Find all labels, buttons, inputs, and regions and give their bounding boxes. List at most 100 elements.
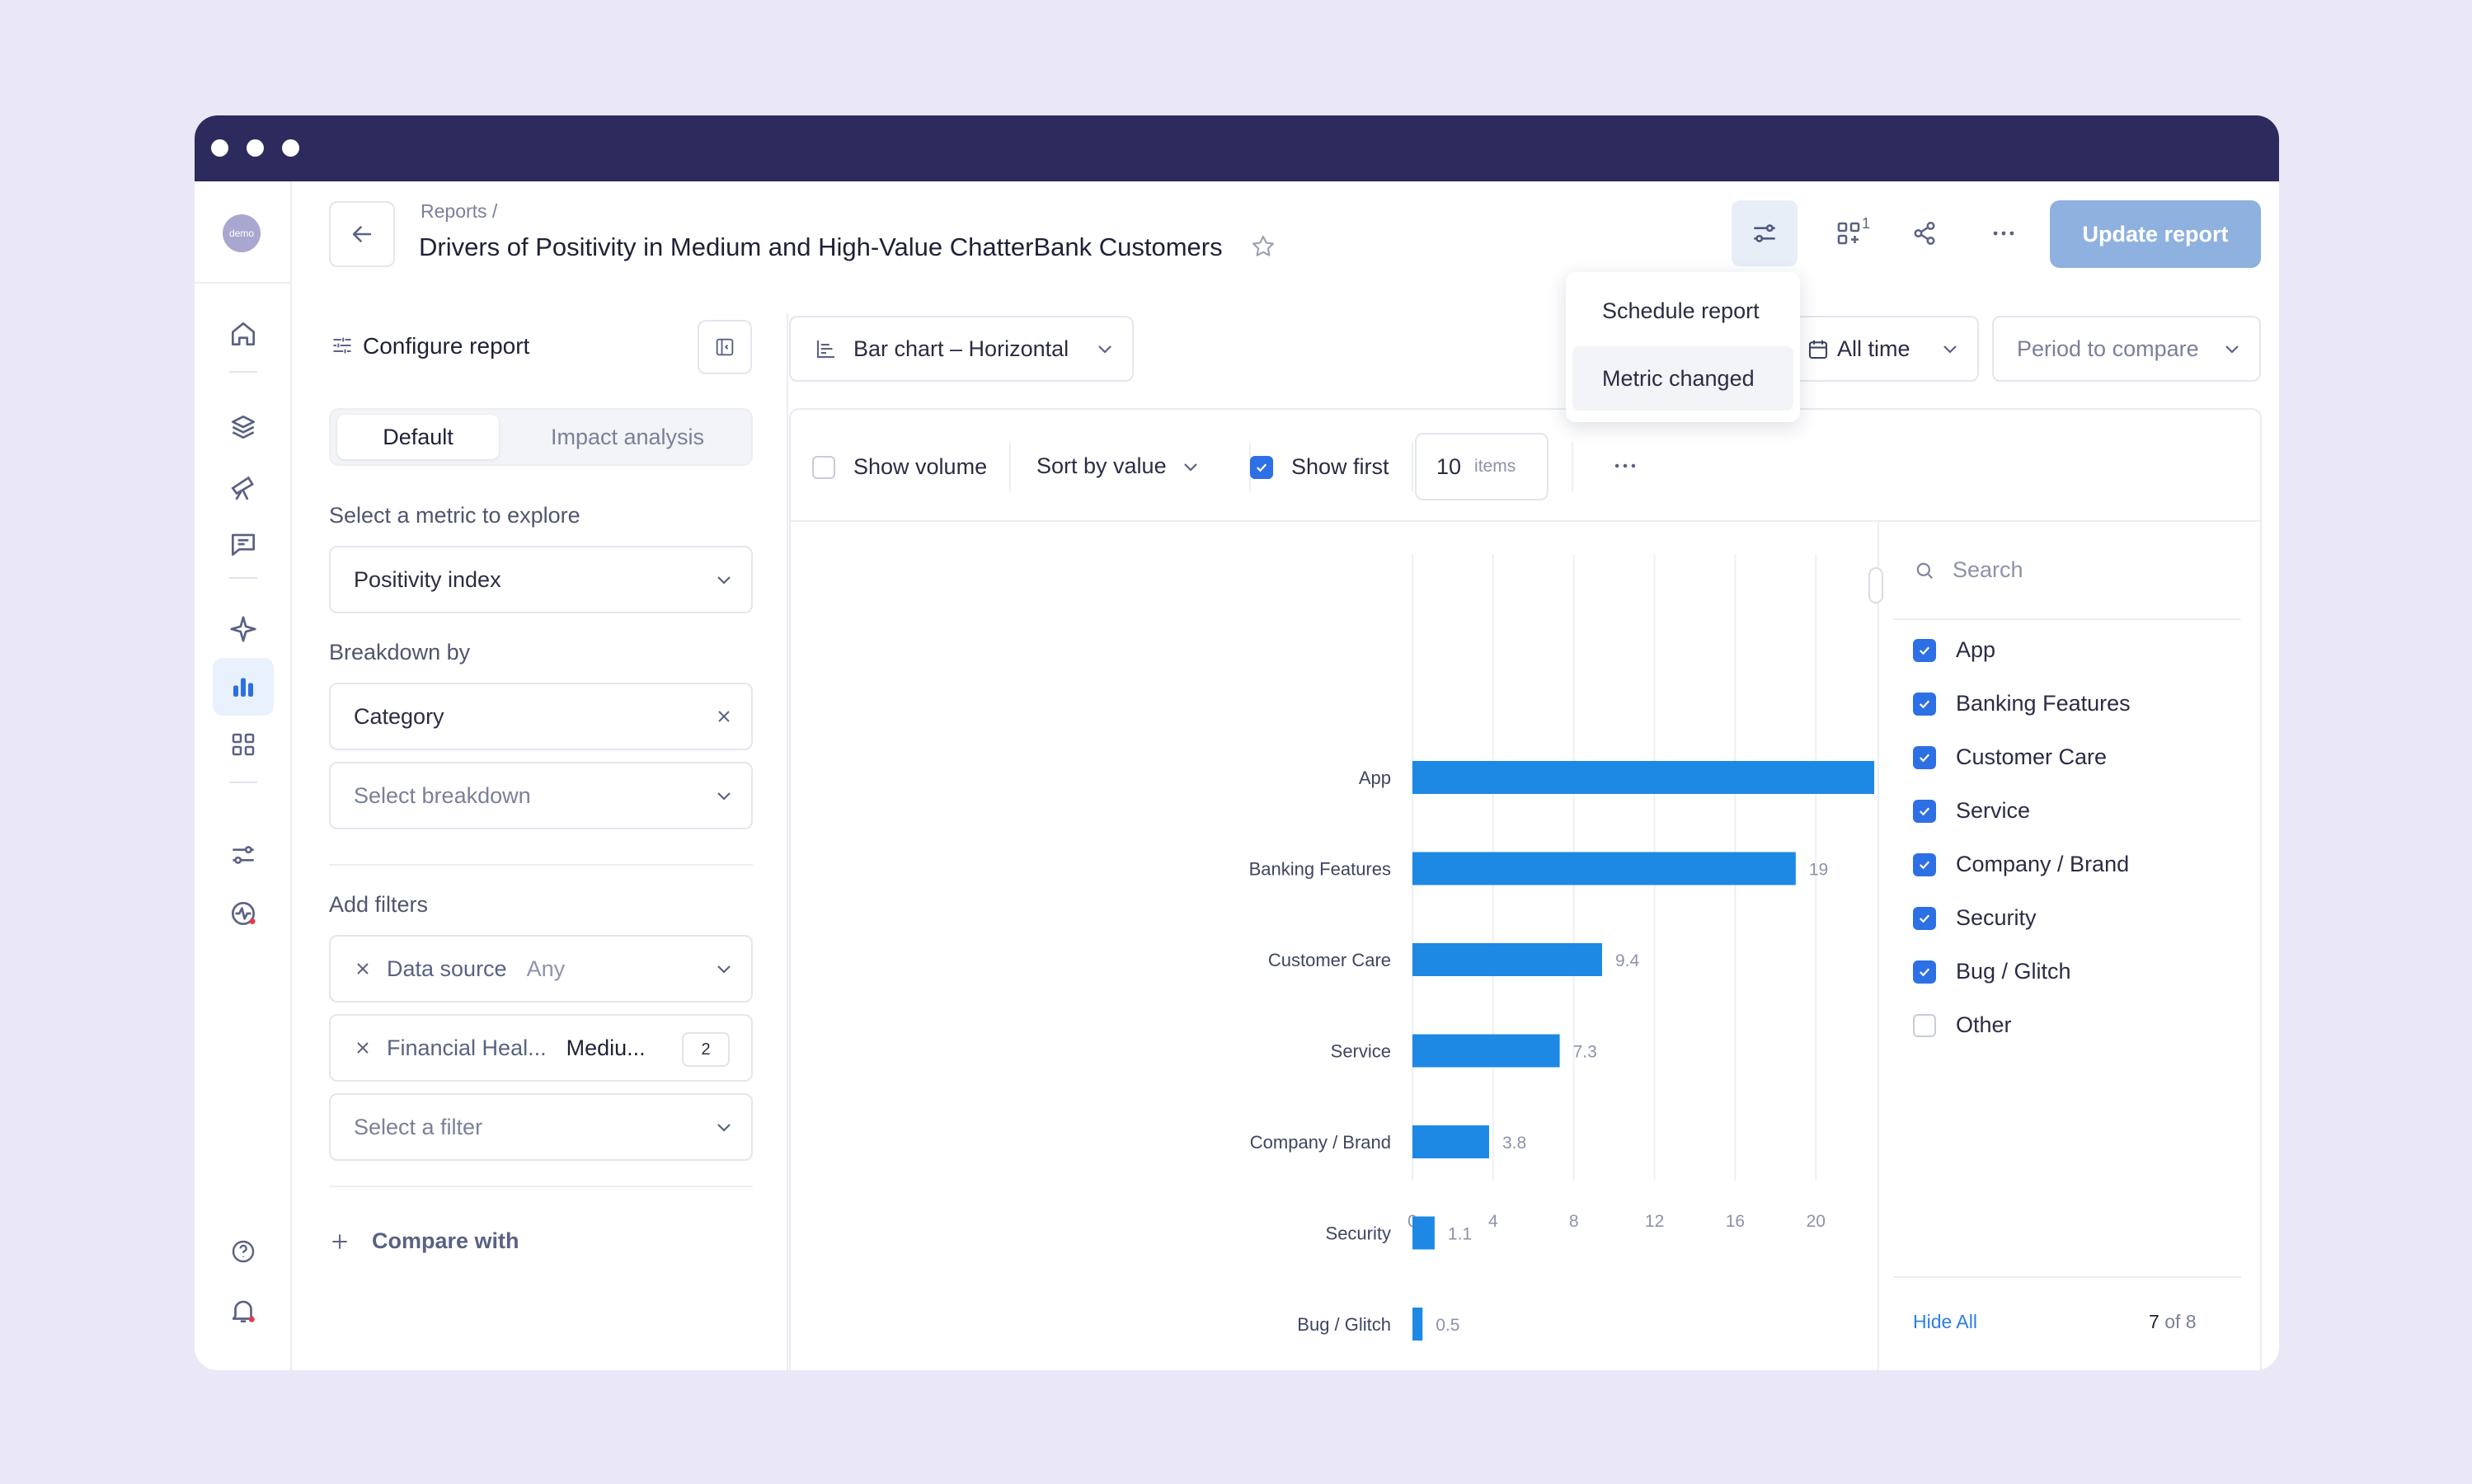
menu-item-schedule-report[interactable]: Schedule report xyxy=(1602,298,1760,323)
chart-type-select[interactable]: Bar chart – Horizontal xyxy=(789,316,1134,382)
breakdown-value: Category xyxy=(354,703,444,729)
bar-chart-icon[interactable] xyxy=(213,658,274,716)
x-tick-label: 12 xyxy=(1645,1212,1664,1231)
show-first-count-input[interactable]: 10 items xyxy=(1415,433,1549,500)
notification-bell-icon[interactable] xyxy=(213,1282,274,1340)
category-label: Bug / Glitch xyxy=(1297,1314,1391,1335)
divider xyxy=(329,1186,753,1187)
checkbox-checked[interactable] xyxy=(1913,692,1936,716)
close-icon[interactable] xyxy=(354,1039,372,1057)
filters-label: Add filters xyxy=(329,892,429,917)
checkbox-checked[interactable] xyxy=(1913,852,1936,876)
metric-select[interactable]: Positivity index xyxy=(329,546,753,613)
breakdown-select[interactable]: Select breakdown xyxy=(329,762,753,829)
show-volume-toggle[interactable]: Show volume xyxy=(812,454,987,480)
chart-more-button[interactable] xyxy=(1611,452,1639,484)
filter-name: Data source xyxy=(387,956,507,981)
star-icon[interactable] xyxy=(1249,232,1277,265)
panel-divider xyxy=(787,313,788,1370)
chat-icon[interactable] xyxy=(213,515,274,573)
filter-data-source[interactable]: Data source Any xyxy=(329,935,753,1003)
legend-item[interactable]: Customer Care xyxy=(1913,744,2107,770)
rail-divider xyxy=(195,282,292,284)
search-input[interactable]: Search xyxy=(1953,557,2023,582)
checkbox[interactable] xyxy=(812,455,835,479)
show-volume-label: Show volume xyxy=(853,454,988,479)
update-report-button[interactable]: Update report xyxy=(2050,200,2261,268)
window-dot-close[interactable] xyxy=(211,139,228,157)
checkbox-checked[interactable] xyxy=(1913,906,1936,930)
breakdown-chip[interactable]: Category xyxy=(329,683,753,750)
legend-search[interactable]: Search xyxy=(1913,557,2023,583)
window-dot-maximize[interactable] xyxy=(282,139,299,157)
bar-service xyxy=(1412,1034,1560,1068)
avatar[interactable]: demo xyxy=(223,214,261,252)
more-options-button[interactable] xyxy=(1971,200,2037,266)
sort-value: Sort by value xyxy=(1036,453,1167,478)
x-tick-label: 20 xyxy=(1807,1212,1826,1231)
share-button[interactable] xyxy=(1892,200,1957,266)
breadcrumb[interactable]: Reports / xyxy=(421,200,498,222)
page-title: Drivers of Positivity in Medium and High… xyxy=(419,232,1223,261)
checkbox[interactable] xyxy=(1913,1013,1936,1037)
share-icon xyxy=(1914,221,1935,246)
legend-item-label: Bug / Glitch xyxy=(1956,959,2071,984)
category-label: App xyxy=(1359,768,1391,788)
help-icon[interactable] xyxy=(213,1223,274,1280)
legend-item[interactable]: Banking Features xyxy=(1913,691,2131,716)
legend-item[interactable]: Security xyxy=(1913,905,2037,931)
checkbox-checked[interactable] xyxy=(1250,455,1273,479)
checkbox-checked[interactable] xyxy=(1913,638,1936,662)
category-label: Security xyxy=(1326,1223,1391,1244)
close-icon[interactable] xyxy=(715,707,733,726)
activity-icon[interactable] xyxy=(213,885,274,942)
legend-item[interactable]: Other xyxy=(1913,1012,2012,1038)
tab-default[interactable]: Default xyxy=(337,415,499,459)
resize-handle[interactable] xyxy=(1868,567,1883,603)
checkbox-checked[interactable] xyxy=(1913,745,1936,769)
legend-item[interactable]: Service xyxy=(1913,798,2030,824)
toolbar-divider xyxy=(1572,442,1573,491)
checkbox-checked[interactable] xyxy=(1913,799,1936,823)
collapse-panel-button[interactable] xyxy=(698,320,752,374)
legend-item[interactable]: Company / Brand xyxy=(1913,852,2129,877)
rail-separator xyxy=(229,577,257,579)
close-icon[interactable] xyxy=(354,960,372,978)
hide-all-link[interactable]: Hide All xyxy=(1913,1311,1977,1332)
show-first-toggle[interactable]: Show first xyxy=(1250,454,1389,480)
date-range-select[interactable]: All time xyxy=(1794,316,1979,382)
settings-sliders-icon[interactable] xyxy=(213,826,274,884)
filter-financial-health[interactable]: Financial Heal... Mediu... 2 xyxy=(329,1014,753,1082)
check-icon xyxy=(1919,913,1930,923)
chart-type-value: Bar chart – Horizontal xyxy=(853,336,1069,361)
tab-impact-analysis[interactable]: Impact analysis xyxy=(550,424,705,449)
checkbox-checked[interactable] xyxy=(1913,960,1936,984)
menu-item-metric-changed[interactable]: Metric changed xyxy=(1572,346,1793,411)
bar-bug-glitch xyxy=(1412,1308,1423,1341)
telescope-icon[interactable] xyxy=(213,457,274,514)
sort-select[interactable]: Sort by value xyxy=(1036,453,1200,479)
filter-select[interactable]: Select a filter xyxy=(329,1093,753,1161)
search-icon xyxy=(1916,562,1934,579)
add-widget-button[interactable]: 1 xyxy=(1816,200,1882,266)
legend-item[interactable]: App xyxy=(1913,637,1995,663)
show-first-count: 10 xyxy=(1436,453,1462,479)
layers-icon[interactable] xyxy=(213,398,274,456)
chevron-down-icon xyxy=(1943,345,1957,354)
period-compare-select[interactable]: Period to compare xyxy=(1992,316,2261,382)
chart-card-divider xyxy=(791,520,2260,522)
compare-with-button[interactable]: Compare with xyxy=(329,1228,519,1254)
grid-icon[interactable] xyxy=(213,716,274,773)
home-icon[interactable] xyxy=(213,305,274,363)
more-horizontal-icon xyxy=(1993,231,2014,236)
metric-select-value: Positivity index xyxy=(354,566,501,592)
x-tick-label: 8 xyxy=(1569,1212,1579,1231)
report-settings-button[interactable] xyxy=(1732,200,1798,266)
check-icon xyxy=(1919,699,1930,708)
legend-item[interactable]: Bug / Glitch xyxy=(1913,959,2071,984)
window-dot-minimize[interactable] xyxy=(247,139,264,157)
date-range-value: All time xyxy=(1837,336,1910,361)
rail-separator xyxy=(229,371,257,373)
sparkle-icon[interactable] xyxy=(213,600,274,658)
back-button[interactable] xyxy=(329,201,395,267)
